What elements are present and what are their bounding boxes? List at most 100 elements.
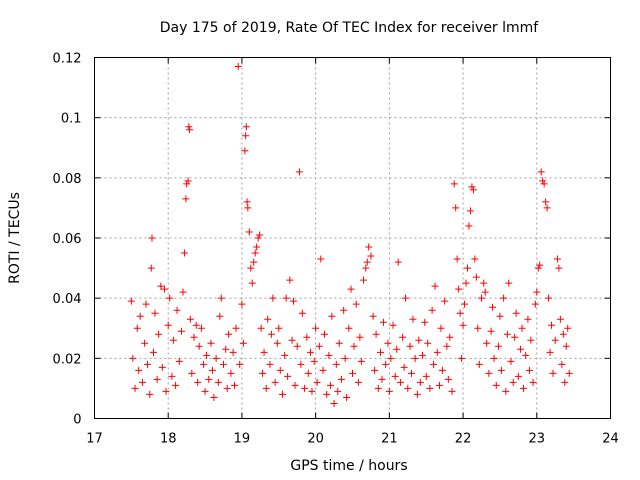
data-point [354, 378, 362, 386]
data-point [419, 351, 427, 359]
x-tick-label: 19 [234, 432, 251, 447]
data-point [223, 384, 231, 392]
data-point [352, 300, 360, 308]
data-point [430, 360, 438, 368]
data-point [400, 363, 408, 371]
data-point [332, 360, 340, 368]
data-point [478, 294, 485, 302]
data-point [561, 378, 569, 386]
data-point [428, 306, 436, 314]
data-point [188, 369, 196, 377]
data-point [301, 384, 309, 392]
data-point [208, 366, 216, 374]
data-point [455, 285, 463, 293]
y-tick-label: 0.08 [53, 172, 82, 187]
data-point [313, 378, 321, 386]
data-point [369, 312, 377, 320]
y-tick-label: 0.06 [53, 232, 82, 247]
data-point [509, 378, 517, 386]
data-point [468, 183, 476, 191]
data-point [298, 309, 306, 317]
data-point [360, 276, 368, 284]
data-point [553, 255, 561, 263]
data-point [275, 324, 283, 332]
data-point [402, 294, 410, 302]
data-point [276, 366, 284, 374]
x-tick-label: 18 [160, 432, 177, 447]
data-point [441, 297, 449, 305]
data-point [385, 387, 393, 395]
data-point [469, 186, 477, 194]
data-point [251, 249, 259, 257]
data-point [507, 357, 515, 365]
data-point [343, 393, 351, 401]
data-point [151, 309, 159, 317]
data-point [377, 348, 385, 356]
data-point [320, 330, 328, 338]
data-point [490, 354, 498, 362]
y-tick-label: 0.04 [53, 292, 82, 307]
data-point [450, 180, 458, 188]
data-point [551, 336, 559, 344]
data-point [545, 294, 553, 302]
data-point [556, 315, 564, 323]
data-point [241, 147, 249, 155]
data-point [217, 294, 225, 302]
data-point [409, 315, 417, 323]
data-point [207, 339, 215, 347]
data-point [290, 297, 298, 305]
data-point [168, 372, 176, 380]
data-point [232, 324, 240, 332]
data-point [458, 354, 466, 362]
data-point [325, 351, 333, 359]
data-point [456, 309, 464, 317]
data-point [435, 381, 443, 389]
data-point [186, 126, 194, 134]
data-point [481, 288, 489, 296]
data-points [127, 63, 573, 407]
data-point [216, 312, 224, 320]
data-point [225, 330, 233, 338]
data-point [180, 249, 188, 257]
data-point [372, 330, 380, 338]
data-point [487, 327, 495, 335]
data-point [278, 390, 286, 398]
data-point [247, 264, 255, 272]
data-point [462, 279, 470, 287]
data-point [212, 354, 220, 362]
data-point [317, 255, 325, 263]
data-point [293, 342, 301, 350]
data-point [433, 348, 441, 356]
data-point [148, 234, 156, 242]
data-point [259, 369, 267, 377]
data-point [229, 348, 237, 356]
data-point [177, 327, 185, 335]
data-point [474, 324, 482, 332]
data-point [205, 375, 213, 383]
data-point [492, 381, 500, 389]
data-point [155, 330, 163, 338]
data-point [396, 378, 404, 386]
data-point [133, 324, 141, 332]
data-point [238, 300, 246, 308]
data-point [197, 324, 205, 332]
y-tick-label: 0 [73, 413, 81, 428]
data-point [303, 333, 311, 341]
data-point [161, 285, 169, 293]
data-point [200, 360, 208, 368]
data-point [266, 360, 274, 368]
data-point [149, 348, 157, 356]
data-point [387, 354, 395, 362]
data-point [192, 321, 200, 329]
data-point [411, 354, 419, 362]
data-point [183, 180, 191, 188]
data-point [525, 366, 533, 374]
data-point [444, 375, 452, 383]
data-point [463, 264, 471, 272]
data-point [250, 258, 258, 266]
y-axis-label: ROTI / TECUs [7, 192, 23, 284]
data-point [282, 294, 290, 302]
data-point [184, 177, 192, 185]
data-point [512, 309, 520, 317]
data-point [297, 360, 305, 368]
